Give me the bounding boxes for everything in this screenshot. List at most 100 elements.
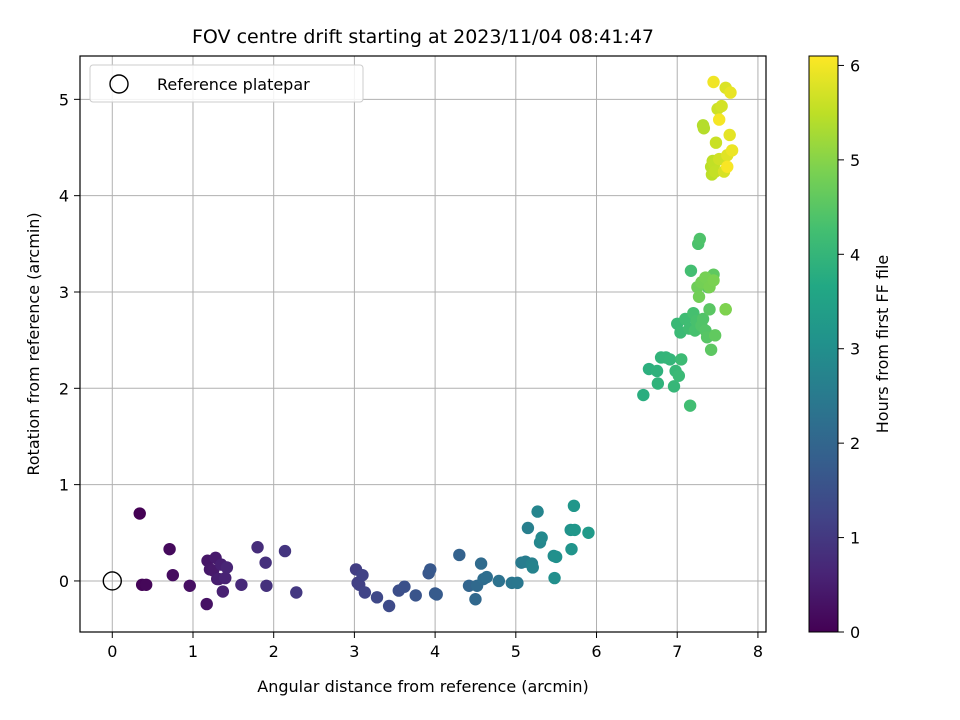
data-point [278,544,292,558]
colorbar-tick-label-6: 6 [850,56,860,75]
data-point [474,557,488,570]
data-point [696,312,710,326]
data-point [650,364,664,378]
data-point [723,128,736,142]
data-point [220,561,234,574]
data-point [469,593,482,606]
colorbar-tick-label-5: 5 [850,151,860,170]
data-point [651,377,665,390]
data-point [719,303,732,316]
x-tick-label-8: 8 [753,642,763,661]
data-point [697,122,711,135]
data-point [692,290,706,304]
data-point [398,580,411,593]
data-point [531,505,544,518]
colorbar: 0 1 2 3 4 5 6 Hours from first FF file [808,55,892,642]
data-point [219,571,232,585]
data-point [480,570,493,584]
data-point [235,578,248,592]
reference-platepar-marker [102,571,122,591]
data-point [358,586,372,599]
colorbar-tick-label-3: 3 [850,340,860,359]
data-point [663,353,677,366]
data-point [721,160,734,173]
x-tick-label-3: 3 [349,642,359,661]
data-point [707,274,720,287]
data-point [163,542,176,556]
colorbar-gradient [808,55,839,633]
data-point [453,548,466,562]
scatter-points [133,75,739,613]
data-point [216,585,230,598]
y-axis-ticks: 0 1 2 3 4 5 [59,90,80,591]
x-tick-label-4: 4 [430,642,440,661]
data-point [683,399,697,412]
x-tick-label-1: 1 [188,642,198,661]
legend-box [89,64,364,103]
data-point [535,531,548,544]
data-point [709,136,723,149]
y-axis-label: Rotation from reference (arcmin) [24,212,43,475]
grid-lines [80,56,766,632]
data-point [667,380,681,393]
data-point [166,568,180,582]
colorbar-tick-label-4: 4 [850,245,860,264]
data-point [370,591,384,604]
data-point [133,507,146,520]
data-point [521,521,535,535]
data-point [693,232,707,246]
colorbar-tick-label-1: 1 [850,529,860,548]
data-point [672,369,686,382]
data-point [356,568,369,582]
data-point [183,579,196,592]
data-point [251,541,264,554]
data-point [704,343,718,356]
data-point [260,579,273,592]
data-point [708,165,722,178]
data-point [430,588,443,601]
data-point [637,388,650,402]
data-point [549,550,563,564]
x-tick-label-5: 5 [511,642,521,661]
y-tick-label-3: 3 [59,283,69,302]
data-point [703,303,716,316]
data-point [526,561,539,574]
data-point [548,571,561,585]
x-tick-label-6: 6 [591,642,601,661]
data-point [725,144,739,157]
legend-reference-marker [109,74,129,94]
x-tick-label-2: 2 [269,642,279,661]
colorbar-ticks: 0 1 2 3 4 5 6 [838,56,860,642]
data-point [715,99,728,113]
x-axis-ticks: 0 1 2 3 4 5 6 7 8 [107,632,763,661]
data-point [582,526,595,539]
reference-marker-group [102,571,122,591]
legend-entry-reference-platepar: Reference platepar [157,75,310,94]
data-point [708,329,722,342]
x-tick-label-7: 7 [672,642,682,661]
data-point [712,113,726,126]
data-point [684,264,698,277]
data-point [424,563,437,576]
colorbar-label: Hours from first FF file [873,255,892,434]
x-tick-label-0: 0 [107,642,117,661]
data-point [724,86,737,99]
data-point [200,597,213,611]
data-point [492,574,506,588]
data-point [707,75,720,89]
data-point [675,353,688,366]
chart-title: FOV centre drift starting at 2023/11/04 … [192,26,654,48]
y-tick-label-0: 0 [59,572,69,591]
data-point [382,599,396,613]
y-tick-label-4: 4 [59,187,69,206]
data-point [409,589,422,602]
plot-frame [79,55,767,633]
legend: Reference platepar [89,64,364,103]
colorbar-tick-label-0: 0 [850,623,860,642]
y-tick-label-1: 1 [59,476,69,495]
data-point [290,586,303,599]
data-point [568,523,581,537]
data-point [567,499,581,513]
colorbar-tick-label-2: 2 [850,434,860,453]
